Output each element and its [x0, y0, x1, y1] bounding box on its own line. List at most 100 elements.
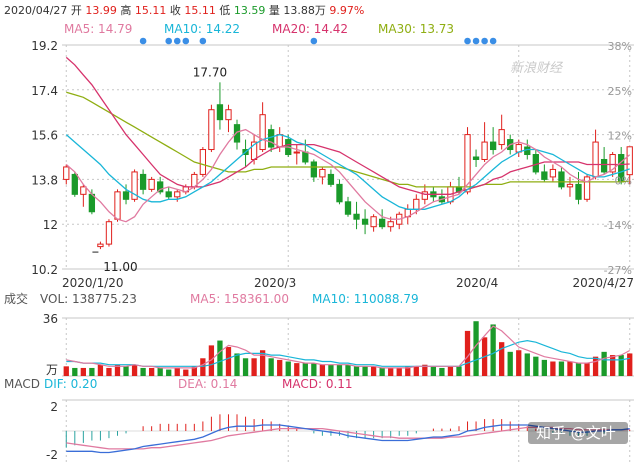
candle-body: [575, 183, 582, 200]
volume-bar: [490, 324, 496, 376]
event-marker: [472, 37, 480, 45]
volume-bar: [183, 369, 189, 376]
candle-body: [524, 146, 531, 156]
volume-bar: [370, 366, 377, 376]
volume-bar: [533, 356, 539, 376]
candle-body: [199, 149, 207, 175]
candle-body: [464, 134, 471, 193]
event-marker: [481, 37, 488, 45]
volume-bar: [97, 364, 104, 376]
volume-bar: [524, 353, 530, 376]
volume-bar: [140, 367, 146, 376]
candle-body: [157, 181, 164, 193]
pct-tick-label: -27%: [604, 264, 632, 277]
volume-bar: [259, 350, 266, 376]
header-value: 13.99: [85, 4, 120, 17]
volume-ma10-line: [66, 339, 630, 367]
candle-body: [489, 141, 497, 151]
macd-legend-item: DEA: 0.14: [178, 377, 237, 391]
volume-bar: [302, 363, 308, 376]
candle-body: [293, 151, 300, 154]
candle-body: [379, 218, 386, 228]
volume-bar: [131, 364, 138, 376]
volume-bar: [575, 363, 582, 376]
header-label: 低: [219, 4, 234, 17]
volume-bar: [123, 366, 129, 376]
volume-bar: [601, 351, 607, 376]
candle-body: [276, 134, 283, 148]
volume-legend-item: VOL: 138775.23: [40, 292, 137, 306]
pct-tick-label: -14%: [604, 219, 632, 232]
volume-bar: [285, 361, 291, 376]
watermark-text: 新浪财经: [510, 60, 564, 76]
candle-body: [609, 154, 616, 173]
candle-body: [208, 109, 215, 151]
candle-body: [472, 156, 480, 160]
header-value: 15.11: [184, 4, 219, 17]
volume-ma5-line: [66, 325, 630, 369]
volume-bar: [311, 363, 317, 376]
volume-bar: [464, 330, 471, 376]
candle-body: [413, 198, 420, 210]
volume-bar: [277, 359, 283, 376]
event-marker: [489, 37, 497, 45]
ma5-line: [65, 128, 631, 223]
date-axis-label: 2020/4/27: [572, 276, 634, 290]
event-marker: [464, 37, 471, 45]
volume-bar: [618, 355, 624, 376]
candle-body: [361, 218, 369, 225]
volume-bar: [592, 356, 599, 376]
volume-bar: [174, 367, 180, 376]
ma-legend-item: MA10: 14.22: [164, 22, 240, 36]
price-tick-label: 17.4: [31, 84, 58, 98]
volume-bar: [473, 321, 479, 376]
pct-tick-label: 0%: [615, 174, 632, 187]
event-marker: [182, 37, 190, 45]
volume-bar: [550, 361, 556, 376]
dif-line: [66, 424, 630, 454]
candle-body: [353, 213, 360, 220]
candle-body: [626, 146, 633, 176]
volume-bar: [430, 366, 437, 376]
header-quote: 2020/04/27 开 13.99 高 15.11 收 15.11 低 13.…: [4, 3, 364, 17]
candle-body: [233, 124, 241, 143]
volume-bar: [584, 363, 590, 376]
candle-body: [310, 161, 317, 178]
candle-body: [80, 186, 87, 195]
volume-bar: [353, 366, 360, 376]
volume-unit-label: 万: [46, 363, 58, 377]
price-tick-label: 15.6: [31, 129, 58, 143]
volume-bar: [294, 363, 300, 376]
candle-body: [71, 173, 78, 195]
pct-tick-label: 12%: [608, 130, 632, 143]
volume-bar: [516, 350, 522, 376]
volume-bar: [225, 347, 232, 376]
volume-bar: [114, 364, 121, 376]
candle-body: [532, 154, 539, 173]
ma20-line: [65, 56, 630, 195]
event-marker: [139, 37, 147, 45]
candle-body: [114, 191, 121, 220]
volume-bar: [422, 364, 428, 376]
candle-body: [105, 221, 113, 245]
low-price-annotation: 11.00: [103, 260, 137, 274]
candle-body: [131, 171, 138, 200]
event-marker: [165, 37, 173, 45]
candle-body: [88, 193, 96, 213]
date-axis-label: 2020/3: [254, 276, 296, 290]
candle-body: [225, 109, 232, 121]
ma-legend-item: MA30: 13.73: [378, 22, 454, 36]
volume-bar: [80, 367, 86, 376]
header-date: 2020/04/27: [4, 4, 71, 17]
event-marker: [199, 37, 207, 45]
candle-body: [139, 173, 147, 190]
volume-bar: [499, 342, 505, 376]
event-marker: [310, 37, 318, 45]
candle-body: [592, 141, 599, 178]
volume-bar: [447, 366, 454, 376]
volume-bar: [157, 367, 163, 376]
volume-bar: [208, 345, 215, 376]
volume-bar: [268, 358, 274, 376]
